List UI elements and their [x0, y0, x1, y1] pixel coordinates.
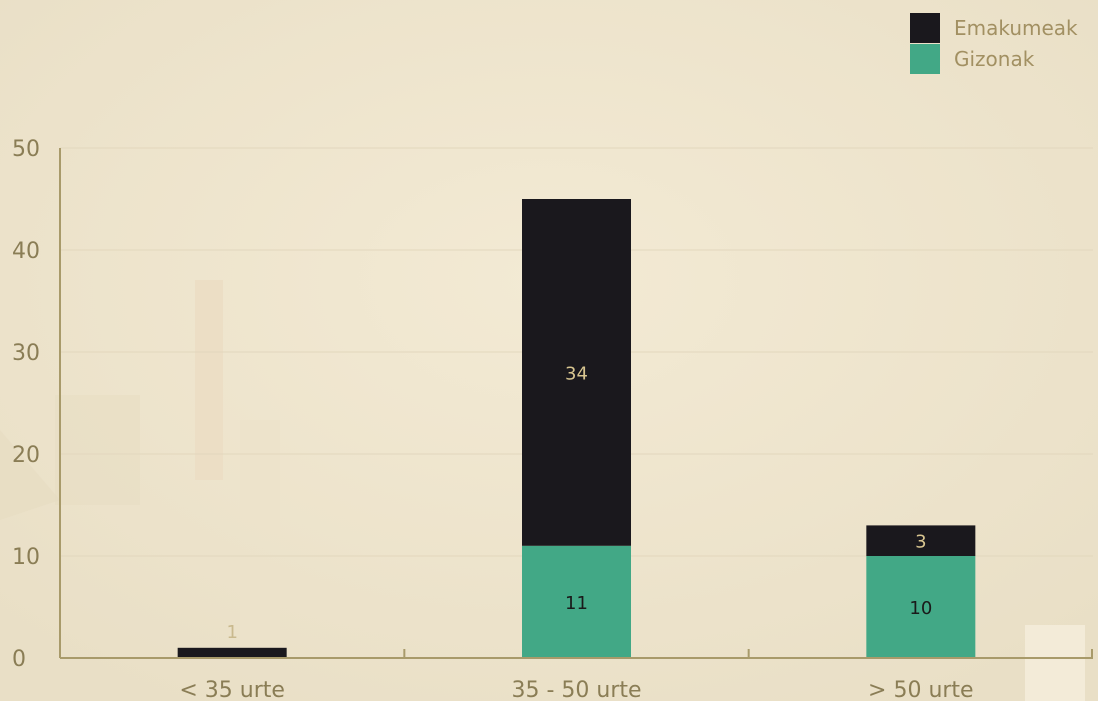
legend-swatch-emakumeak: [910, 12, 940, 43]
bar-gizonak-2: [866, 556, 976, 658]
x-axis-tick-labels: < 35 urte 35 - 50 urte > 50 urte: [179, 678, 973, 701]
y-tick-label: 40: [12, 239, 40, 264]
bar-emakumeak-2: [866, 525, 976, 556]
bars: [177, 199, 976, 658]
x-axis-tick-marks: [403, 649, 1093, 658]
bar-emakumeak-1: [522, 199, 631, 546]
y-tick-label: 10: [12, 545, 40, 570]
x-tick-label: < 35 urte: [179, 678, 285, 701]
y-tick-label: 0: [12, 647, 26, 672]
data-labels: 1 34 11 3 10: [226, 363, 932, 642]
y-tick-label: 20: [12, 443, 40, 468]
bar-gizonak-1: [522, 545, 631, 658]
y-tick-label: 30: [12, 341, 40, 366]
data-label: 11: [565, 593, 588, 614]
data-label: 1: [226, 622, 237, 643]
bar-emakumeak-0: [177, 647, 287, 658]
legend-label-gizonak: Gizonak: [954, 46, 1035, 71]
legend-label-emakumeak: Emakumeak: [954, 15, 1078, 40]
y-axis-tick-labels: 0 10 20 30 40 50: [12, 137, 40, 672]
legend-swatch-gizonak: [910, 43, 940, 74]
x-tick-label: 35 - 50 urte: [511, 678, 641, 701]
x-tick-label: > 50 urte: [868, 678, 974, 701]
legend-item-emakumeak: Emakumeak: [910, 12, 1078, 43]
legend: Emakumeak Gizonak: [910, 12, 1078, 74]
y-tick-label: 50: [12, 137, 40, 162]
legend-item-gizonak: Gizonak: [910, 43, 1078, 74]
data-label: 34: [565, 363, 588, 384]
data-label: 3: [915, 532, 926, 553]
data-label: 10: [909, 598, 932, 619]
